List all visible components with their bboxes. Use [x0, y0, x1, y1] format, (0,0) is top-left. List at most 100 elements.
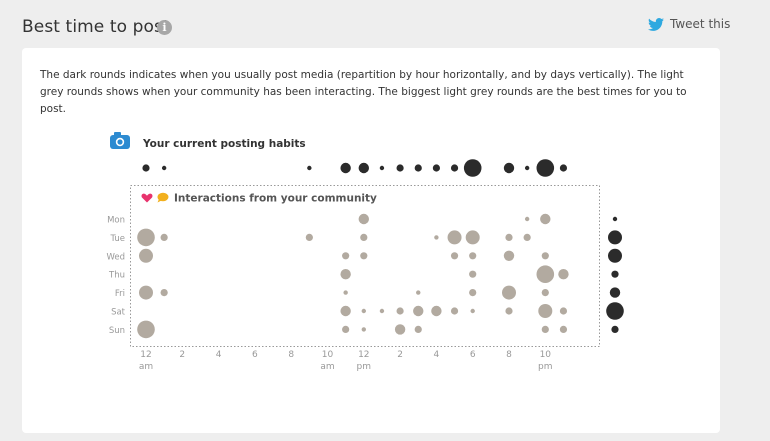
- interaction-dot-wed-18: [469, 252, 477, 260]
- camera-icon: [110, 132, 130, 149]
- interaction-dot-sat-23: [559, 307, 568, 315]
- interaction-dot-wed-17: [450, 252, 459, 260]
- interaction-dot-wed-11: [342, 252, 350, 260]
- interaction-dot-tue-17: [447, 230, 462, 245]
- tweet-this-label: Tweet this: [670, 17, 731, 31]
- interaction-dot-sun-23: [559, 325, 568, 333]
- interaction-dot-tue-21: [523, 233, 531, 241]
- posting-day-dot-thu: [611, 270, 619, 278]
- interaction-dot-tue-9: [305, 233, 313, 241]
- posting-day-dot-sat: [606, 302, 624, 320]
- posting-hour-dot-9: [307, 165, 312, 171]
- interaction-dot-sat-20: [505, 307, 513, 315]
- posting-hour-dot-11: [340, 162, 351, 174]
- interaction-dot-sat-16: [431, 305, 442, 317]
- interaction-dot-sun-11: [342, 325, 350, 333]
- interaction-dot-sat-22: [538, 304, 553, 318]
- x-tick-label-2: 2: [179, 350, 185, 360]
- x-tick-label-16: 4: [434, 350, 440, 360]
- posting-hour-dot-17: [450, 164, 459, 172]
- interaction-dot-thu-23: [558, 269, 569, 280]
- interaction-dot-mon-21: [524, 216, 530, 222]
- interaction-dot-fri-15: [416, 290, 421, 295]
- day-label-tue: Tue: [109, 234, 125, 244]
- day-label-sat: Sat: [111, 308, 126, 318]
- day-label-mon: Mon: [107, 216, 125, 226]
- chart-description: The dark rounds indicates when you usual…: [40, 69, 687, 115]
- x-tick-label-18: 6: [470, 350, 476, 360]
- posting-hour-dot-13: [379, 165, 385, 171]
- day-label-fri: Fri: [115, 289, 125, 299]
- interaction-dot-wed-22: [541, 252, 549, 260]
- interaction-dot-tue-1: [160, 233, 168, 241]
- interaction-dot-sun-22: [541, 325, 549, 333]
- posting-hour-dot-14: [396, 164, 404, 172]
- chat-bubble-icon: [157, 192, 169, 203]
- x-tick-label-20: 8: [506, 350, 512, 360]
- interaction-dot-sun-15: [414, 325, 422, 333]
- interaction-dot-fri-18: [469, 289, 477, 297]
- interaction-dot-fri-0: [139, 285, 153, 300]
- info-icon[interactable]: i: [157, 20, 172, 35]
- interaction-dot-sat-13: [379, 308, 385, 314]
- x-tick-label-22: 10: [540, 350, 552, 360]
- interaction-dot-tue-16: [434, 235, 439, 240]
- interaction-dot-fri-11: [343, 290, 348, 295]
- interaction-dot-sun-12: [361, 327, 366, 332]
- x-tick-label-12: 12: [358, 350, 369, 360]
- posting-hour-dot-23: [559, 164, 568, 172]
- interaction-dot-mon-22: [540, 213, 551, 225]
- interaction-dot-wed-12: [360, 252, 368, 260]
- interaction-dot-thu-18: [469, 270, 477, 278]
- interaction-dot-tue-0: [137, 228, 155, 247]
- interaction-dot-sat-14: [396, 307, 404, 315]
- day-label-sun: Sun: [109, 326, 125, 336]
- interaction-dot-fri-20: [502, 285, 516, 300]
- posting-day-dot-wed: [608, 248, 622, 263]
- x-tick-label-4: 4: [216, 350, 222, 360]
- x-tick-label-0: 12: [140, 350, 151, 360]
- tweet-this-button[interactable]: Tweet this: [648, 17, 730, 31]
- interaction-dot-sat-12: [361, 308, 366, 314]
- interaction-dot-sat-11: [340, 305, 351, 317]
- posting-day-dot-mon: [612, 216, 618, 222]
- interaction-dot-sat-17: [450, 307, 459, 315]
- interaction-dot-mon-12: [358, 213, 369, 225]
- day-label-wed: Wed: [106, 252, 125, 262]
- posting-hour-dot-22: [536, 159, 555, 177]
- interaction-dot-thu-11: [340, 269, 351, 280]
- interaction-dot-fri-22: [541, 289, 549, 297]
- heart-icon: [141, 193, 153, 203]
- posting-hour-dot-21: [524, 165, 530, 171]
- x-tick-label-8: 8: [288, 350, 294, 360]
- x-tick-sublabel-0: am: [139, 362, 153, 372]
- interaction-dot-sun-0: [137, 320, 155, 339]
- interaction-dot-fri-1: [160, 289, 168, 297]
- posting-day-dot-fri: [609, 287, 621, 298]
- interaction-dot-tue-18: [465, 230, 480, 245]
- x-tick-label-10: 10: [322, 350, 334, 360]
- posting-hour-dot-1: [161, 165, 167, 171]
- interactions-title: Interactions from your community: [174, 193, 377, 205]
- posting-hour-dot-0: [142, 164, 150, 172]
- x-tick-sublabel-10: am: [320, 362, 334, 372]
- best-time-panel: The dark rounds indicates when you usual…: [22, 48, 720, 433]
- interaction-dot-tue-20: [505, 233, 513, 241]
- interactions-box: [130, 185, 600, 347]
- page-title: Best time to post: [22, 17, 170, 37]
- interaction-dot-sat-18: [470, 308, 475, 314]
- interaction-dot-sun-14: [394, 324, 406, 335]
- interaction-dot-wed-20: [503, 250, 515, 261]
- interaction-dot-wed-0: [139, 248, 153, 263]
- posting-habits-title: Your current posting habits: [142, 138, 306, 150]
- x-tick-label-6: 6: [252, 350, 258, 360]
- posting-hour-dot-15: [414, 164, 422, 172]
- posting-hour-dot-18: [463, 159, 482, 177]
- posting-hour-dot-12: [358, 162, 369, 174]
- x-tick-sublabel-12: pm: [357, 362, 371, 372]
- interaction-dot-tue-12: [360, 233, 368, 241]
- x-tick-sublabel-22: pm: [538, 362, 552, 372]
- posting-day-dot-tue: [608, 230, 622, 245]
- posting-hour-dot-16: [432, 164, 440, 172]
- posting-hour-dot-20: [503, 162, 515, 174]
